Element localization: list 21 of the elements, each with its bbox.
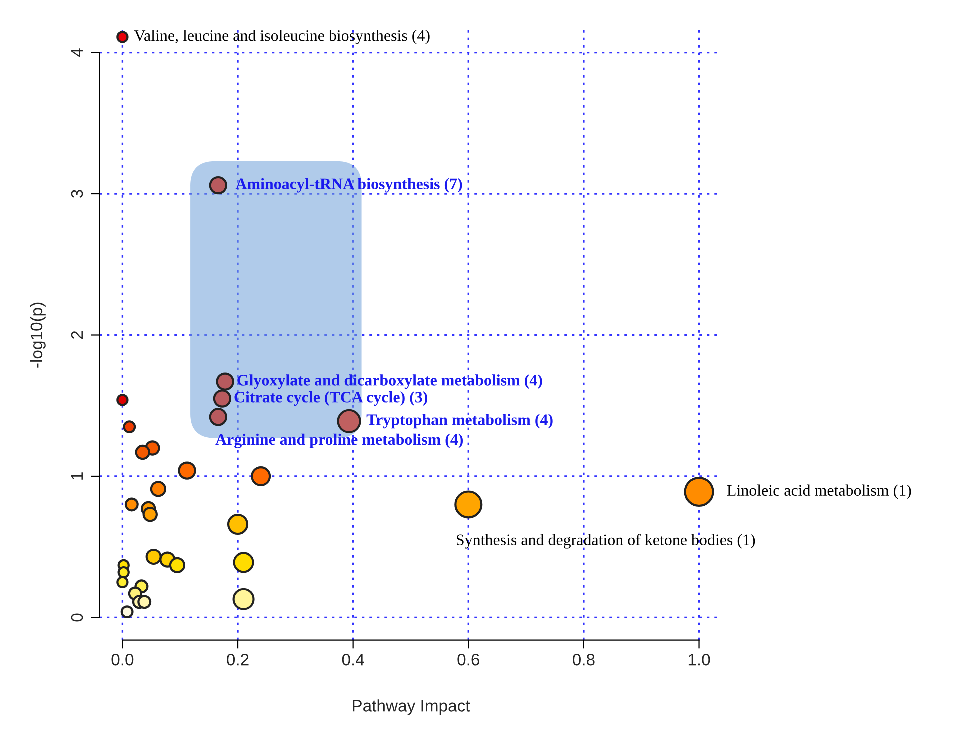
x-tick-label: 1.0 — [688, 654, 710, 666]
x-tick-label: 0.6 — [458, 654, 480, 666]
annotation: Synthesis and degradation of ketone bodies (1) — [457, 534, 756, 549]
annotation: Arginine and proline metabolism (4) — [216, 434, 463, 448]
annotation: Citrate cycle (TCA cycle) (3) — [234, 392, 428, 406]
x-tick-label: 0.4 — [342, 654, 364, 666]
annotation: Valine, leucine and isoleucine biosynthesis (4) — [134, 30, 430, 45]
y-axis-title: -log10(p) — [30, 302, 46, 368]
y-tick-label: 4 — [72, 48, 83, 58]
x-tick-label: 0.8 — [573, 654, 595, 666]
y-tick-label: 0 — [71, 614, 84, 622]
y-tick-label: 1 — [72, 472, 83, 480]
x-tick-label: 0.0 — [112, 654, 134, 666]
y-tick-label: 2 — [71, 331, 83, 340]
annotation: Glyoxylate and dicarboxylate metabolism (4) — [238, 374, 542, 390]
x-tick-label: 0.2 — [227, 654, 249, 666]
annotation: Aminoacyl-tRNA biosynthesis (7) — [236, 178, 462, 193]
annotation: Tryptophan metabolism (4) — [366, 414, 553, 429]
y-tick-label: 3 — [71, 190, 84, 198]
x-axis-title: Pathway Impact — [353, 700, 470, 716]
annotation: Linoleic acid metabolism (1) — [727, 484, 912, 500]
